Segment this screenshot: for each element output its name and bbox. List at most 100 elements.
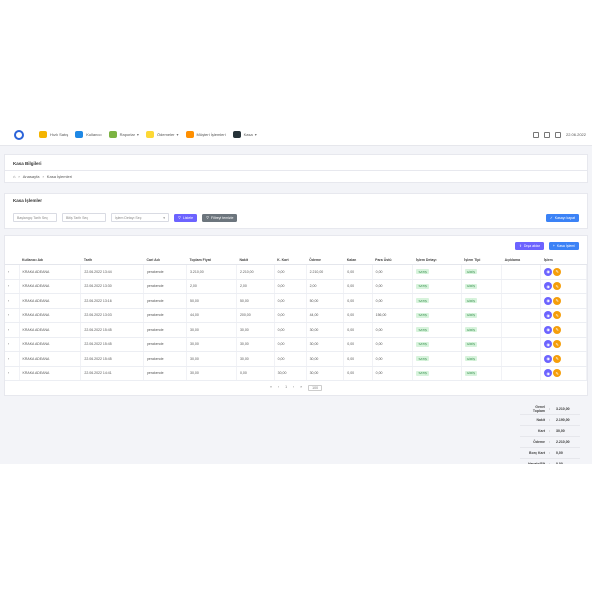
cell-cash: 2,00	[236, 279, 275, 294]
table-row[interactable]: › KRAKA ADEANA 22.06.2022 15:45 perakende 30…	[5, 322, 587, 338]
view-icon[interactable]: ◉	[544, 296, 553, 305]
expand-row-icon[interactable]: ›	[5, 308, 20, 323]
breadcrumb-home[interactable]: Anasayfa	[22, 174, 40, 179]
column-header[interactable]: Para Üstü	[372, 256, 413, 265]
clear-filter-button[interactable]: ⛛ Filtreyi temizle	[202, 213, 238, 222]
page-size-select[interactable]: 100	[308, 385, 323, 391]
detail-select[interactable]: İşlem Detayı Seç ▾	[111, 213, 169, 222]
edit-icon[interactable]: ✎	[553, 340, 562, 349]
view-icon[interactable]: ◉	[544, 369, 553, 378]
cell-paid: 30,00	[306, 351, 345, 367]
expand-row-icon[interactable]: ›	[5, 351, 20, 367]
cell-remain: 0,00	[343, 322, 373, 338]
nav-item[interactable]: Kasa ▾	[232, 131, 257, 138]
table-row[interactable]: › KRAKA ADEANA 22.06.2022 13:16 perakende 50…	[5, 293, 587, 309]
home-icon[interactable]: ⌂	[13, 174, 16, 179]
column-header[interactable]: Toplam Fiyat	[186, 256, 237, 265]
nav-item[interactable]: Raporlar ▾	[108, 131, 139, 138]
prev-page-icon[interactable]: ‹	[277, 385, 280, 389]
table-row[interactable]: › KRAKA ADEANA 22.06.2022 13:44 perakende 3.…	[5, 264, 587, 280]
nav-item[interactable]: Ödemeler ▾	[145, 131, 179, 138]
cell-detail: SATIŞ	[412, 264, 462, 280]
user-icon[interactable]	[554, 131, 561, 138]
row-actions: ◉ ✎	[540, 308, 587, 323]
end-date-input[interactable]: Bitiş Tarih Seç	[62, 213, 106, 222]
app-logo[interactable]	[6, 128, 32, 142]
current-page[interactable]: 1	[285, 385, 288, 389]
cell-total: 2,00	[186, 279, 237, 294]
cell-date: 22.06.2022 13:16	[80, 293, 144, 309]
table-row[interactable]: › KRAKA ADEANA 22.06.2022 13:03 perakende 44…	[5, 308, 587, 323]
table-row[interactable]: › KRAKA ADEANA 22.06.2022 15:45 perakende 30…	[5, 337, 587, 352]
edit-icon[interactable]: ✎	[553, 325, 562, 334]
table-row[interactable]: › KRAKA ADEANA 22.06.2022 14:41 perakende 30…	[5, 366, 587, 381]
cell-type: GİRİŞ	[461, 351, 503, 367]
last-page-icon[interactable]: »	[300, 385, 303, 389]
expand-row-icon[interactable]: ›	[5, 264, 20, 280]
calculator-icon[interactable]	[543, 131, 550, 138]
edit-icon[interactable]: ✎	[553, 354, 562, 363]
cell-user: KRAKA ADEANA	[19, 366, 82, 381]
close-register-button[interactable]: ✓ Kasayı kapat	[545, 213, 579, 222]
summary-value: 30,00	[556, 429, 565, 433]
edit-icon[interactable]: ✎	[553, 369, 562, 378]
nav-item[interactable]: Kullanıcı	[75, 131, 102, 138]
summary-value: 2.190,00	[556, 418, 570, 422]
cell-desc	[501, 351, 542, 367]
summary-label: Borç Kart	[529, 451, 545, 455]
column-header[interactable]: Cari Adı	[143, 256, 187, 265]
cell-paid: 2,00	[306, 279, 345, 294]
view-icon[interactable]: ◉	[544, 311, 553, 320]
start-date-input[interactable]: Başlangıç Tarih Seç	[13, 213, 57, 222]
first-page-icon[interactable]: «	[269, 385, 272, 389]
cell-paid: 30,00	[306, 322, 345, 338]
view-icon[interactable]: ◉	[544, 340, 553, 349]
column-header[interactable]: İşlem Detayı	[412, 256, 462, 265]
expand-row-icon[interactable]: ›	[5, 322, 20, 338]
edit-icon[interactable]: ✎	[553, 267, 562, 276]
column-header[interactable]: İşlem Tipi	[461, 256, 502, 265]
table-actions: ⇪ Dışa aktar + Kasa İşlemi	[5, 236, 587, 256]
view-icon[interactable]: ◉	[544, 267, 553, 276]
view-icon[interactable]: ◉	[544, 282, 553, 291]
column-header[interactable]	[5, 256, 20, 265]
filter-button[interactable]: ⛛ Listele	[174, 213, 198, 222]
status-badge: SATIŞ	[416, 312, 429, 318]
expand-row-icon[interactable]: ›	[5, 279, 20, 294]
column-header[interactable]: İşlem	[540, 256, 587, 265]
column-header[interactable]: Kalan	[343, 256, 373, 265]
expand-row-icon[interactable]: ›	[5, 337, 20, 352]
table-row[interactable]: › KRAKA ADEANA 22.06.2022 15:45 perakende 30…	[5, 351, 587, 367]
edit-icon[interactable]: ✎	[553, 282, 562, 291]
column-header[interactable]: Nakit	[236, 256, 275, 265]
status-badge: GİRİŞ	[464, 269, 477, 275]
edit-icon[interactable]: ✎	[553, 311, 562, 320]
view-icon[interactable]: ◉	[544, 354, 553, 363]
cell-total: 30,00	[186, 337, 237, 352]
nav-item[interactable]: Hızlı Satış	[39, 131, 68, 138]
expand-row-icon[interactable]: ›	[5, 293, 20, 309]
column-header[interactable]: Açıklama	[501, 256, 541, 265]
column-header[interactable]: Kullanıcı Adı	[19, 256, 81, 265]
cell-remain: 0,00	[343, 293, 373, 309]
current-date: 22.06.2022	[565, 132, 586, 137]
cell-cari: perakende	[143, 293, 188, 309]
expand-row-icon[interactable]: ›	[5, 366, 20, 381]
cell-detail: SATIŞ	[412, 308, 462, 323]
nav-item[interactable]: Müşteri İşlemleri	[185, 131, 226, 138]
summary-label: Havale/Eft	[528, 462, 545, 464]
table-row[interactable]: › KRAKA ADEANA 22.06.2022 13:30 perakende 2,…	[5, 279, 587, 294]
chart-icon[interactable]	[532, 131, 539, 138]
column-header[interactable]: K. Kart	[274, 256, 307, 265]
next-page-icon[interactable]: ›	[293, 385, 295, 389]
column-header[interactable]: Ödeme	[306, 256, 344, 265]
edit-icon[interactable]: ✎	[553, 296, 562, 305]
column-header[interactable]: Tarih	[80, 256, 144, 265]
cell-type: GİRİŞ	[461, 366, 503, 381]
view-icon[interactable]: ◉	[544, 325, 553, 334]
export-button[interactable]: ⇪ Dışa aktar	[514, 242, 544, 250]
top-navbar: Hızlı Satış Kullanıcı Raporlar ▾ Ödemeler ▾ Mü…	[0, 124, 592, 146]
cell-desc	[501, 264, 542, 280]
chevron-down-icon: ▾	[163, 215, 165, 220]
new-transaction-button[interactable]: + Kasa İşlemi	[548, 242, 579, 250]
